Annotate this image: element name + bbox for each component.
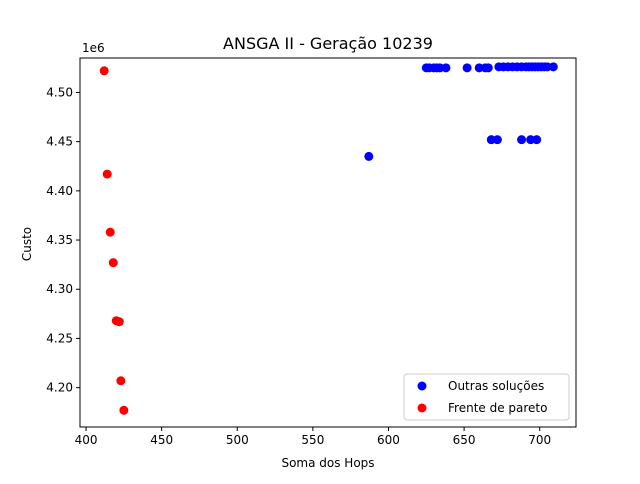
legend: Outras soluções Frente de pareto — [403, 373, 570, 421]
y-tick-label: 4.20 — [46, 381, 73, 395]
y-ticks: 4.20 4.25 4.30 4.35 4.40 4.45 4.50 — [46, 85, 80, 395]
data-point — [483, 63, 493, 73]
y-offset-label: 1e6 — [82, 41, 105, 55]
data-point — [548, 62, 558, 72]
y-tick-label: 4.35 — [46, 233, 73, 247]
data-point — [364, 151, 374, 161]
x-tick-label: 550 — [301, 433, 324, 447]
legend-label: Outras soluções — [448, 379, 544, 393]
x-tick-label: 650 — [453, 433, 476, 447]
y-axis-label: Custo — [20, 227, 34, 261]
data-point — [99, 66, 109, 76]
x-tick-label: 700 — [528, 433, 551, 447]
data-point — [492, 135, 502, 145]
x-tick-label: 450 — [150, 433, 173, 447]
y-tick-label: 4.40 — [46, 184, 73, 198]
data-point — [462, 63, 472, 73]
chart-title: ANSGA II - Geração 10239 — [223, 34, 433, 53]
legend-label: Frente de pareto — [448, 401, 547, 415]
data-point — [441, 63, 451, 73]
data-point — [532, 135, 542, 145]
legend-marker — [417, 403, 427, 413]
legend-box — [403, 373, 570, 421]
y-tick-label: 4.45 — [46, 135, 73, 149]
x-ticks: 400 450 500 550 600 650 700 — [75, 427, 551, 447]
x-tick-label: 600 — [377, 433, 400, 447]
y-tick-label: 4.25 — [46, 331, 73, 345]
legend-marker — [417, 381, 427, 391]
y-tick-label: 4.30 — [46, 282, 73, 296]
data-point — [517, 135, 527, 145]
data-point — [108, 258, 118, 268]
data-point — [105, 227, 115, 237]
data-point — [102, 169, 112, 179]
data-point — [119, 405, 129, 415]
data-point — [116, 376, 126, 386]
plot-frame — [79, 57, 577, 428]
data-points — [99, 62, 558, 415]
x-tick-label: 400 — [75, 433, 98, 447]
y-tick-label: 4.50 — [46, 85, 73, 99]
x-axis-label: Soma dos Hops — [281, 456, 374, 470]
x-tick-label: 500 — [226, 433, 249, 447]
data-point — [114, 317, 124, 327]
